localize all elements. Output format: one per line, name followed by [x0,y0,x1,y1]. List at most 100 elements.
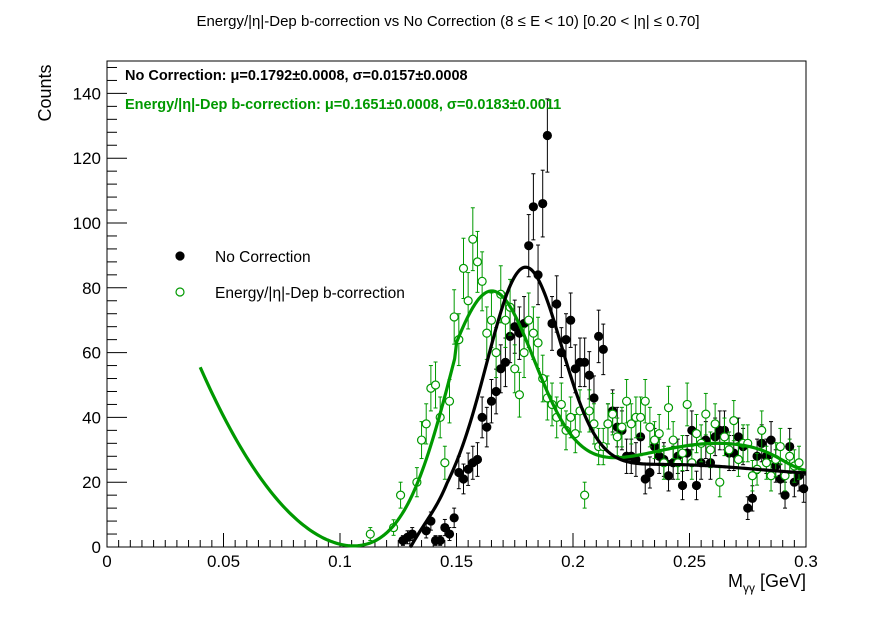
x-axis-label-sub: γγ [743,581,755,595]
data-point [645,422,655,432]
data-point [668,435,678,445]
data-point [719,432,730,442]
data-point [747,493,758,503]
data-point [444,529,455,539]
data-point [486,396,497,406]
data-point [775,441,785,452]
data-point [454,467,464,478]
data-point [785,451,795,461]
data-point [533,338,543,348]
data-point [691,480,702,491]
data-point [621,396,632,406]
data-point [691,429,702,439]
data-point [477,412,487,422]
data-point [421,419,431,429]
x-tick-label: 0 [102,552,111,571]
y-tick-label: 140 [73,84,101,103]
y-axis-label: Counts [35,64,55,121]
fit-stat-line: No Correction: μ=0.1792±0.0008, σ=0.0157… [125,68,468,84]
data-point [705,445,716,455]
data-point [794,458,804,468]
fit-stats: No Correction: μ=0.1792±0.0008, σ=0.0157… [125,68,561,113]
y-tick-label: 100 [73,214,101,233]
data-point [729,416,739,426]
fit-curve-b-correction [198,289,807,548]
legend-marker [175,251,185,261]
data-point [570,364,580,374]
data-point [594,331,604,341]
data-point [640,474,650,484]
x-tick-label: 0.3 [794,552,818,571]
data-point [580,357,590,367]
data-point [482,422,492,432]
data-point [435,535,445,546]
data-point [552,299,562,309]
data-point [566,315,576,325]
data-point [799,484,809,494]
data-point [640,396,650,406]
data-point [561,335,571,345]
data-point [449,513,459,523]
y-tick-label: 20 [82,473,101,492]
y-tick-label: 0 [92,538,101,557]
data-point [510,364,520,374]
legend: No Correction Energy/|η|-Dep b-correction [175,249,405,302]
data-point [766,471,776,481]
data-point [649,435,660,445]
series-no-correction [398,98,809,546]
x-tick-label: 0.15 [440,552,473,571]
data-point [761,458,771,468]
data-point [491,386,501,397]
data-point [715,477,725,487]
data-point [780,490,790,500]
data-point [584,370,594,380]
x-tick-label: 0.25 [673,552,706,571]
data-point [743,503,753,513]
data-point [468,234,478,244]
data-point [556,399,566,410]
data-point [580,490,590,500]
data-point [477,276,487,286]
data-point [598,344,608,354]
data-point [747,471,758,481]
data-point [407,529,417,539]
data-point [626,419,636,429]
data-point [430,380,441,390]
data-point [463,464,473,474]
y-tick-label: 40 [82,408,101,427]
data-point [496,364,506,374]
chart-title: Energy/|η|-Dep b-correction vs No Correc… [196,13,699,30]
data-point [612,432,622,442]
data-point [724,445,734,455]
x-tick-label: 0.2 [561,552,585,571]
y-tick-label: 60 [82,344,101,363]
y-tick-label: 80 [82,279,101,298]
data-point [463,296,473,306]
data-point [416,435,427,445]
data-point [654,429,664,439]
legend-label: No Correction [215,249,311,266]
data-point [458,263,469,273]
legend-marker [175,287,185,297]
data-point [663,471,674,481]
data-point [449,312,459,322]
data-point [766,435,776,445]
data-point [500,315,511,325]
data-point [733,454,744,465]
data-point [584,406,594,416]
data-point [701,409,711,419]
data-point [528,202,538,212]
data-point [440,458,450,468]
data-point [421,526,431,536]
data-point [491,348,501,358]
data-point [514,390,525,400]
data-point [617,422,627,432]
data-point [524,315,534,325]
data-point [603,419,613,429]
data-point [519,348,529,358]
y-tick-label: 120 [73,149,101,168]
data-point [542,130,552,141]
data-point [458,474,469,484]
x-axis-label: Mγγ [GeV] [728,571,806,595]
legend-label: Energy/|η|-Dep b-correction [215,285,405,302]
